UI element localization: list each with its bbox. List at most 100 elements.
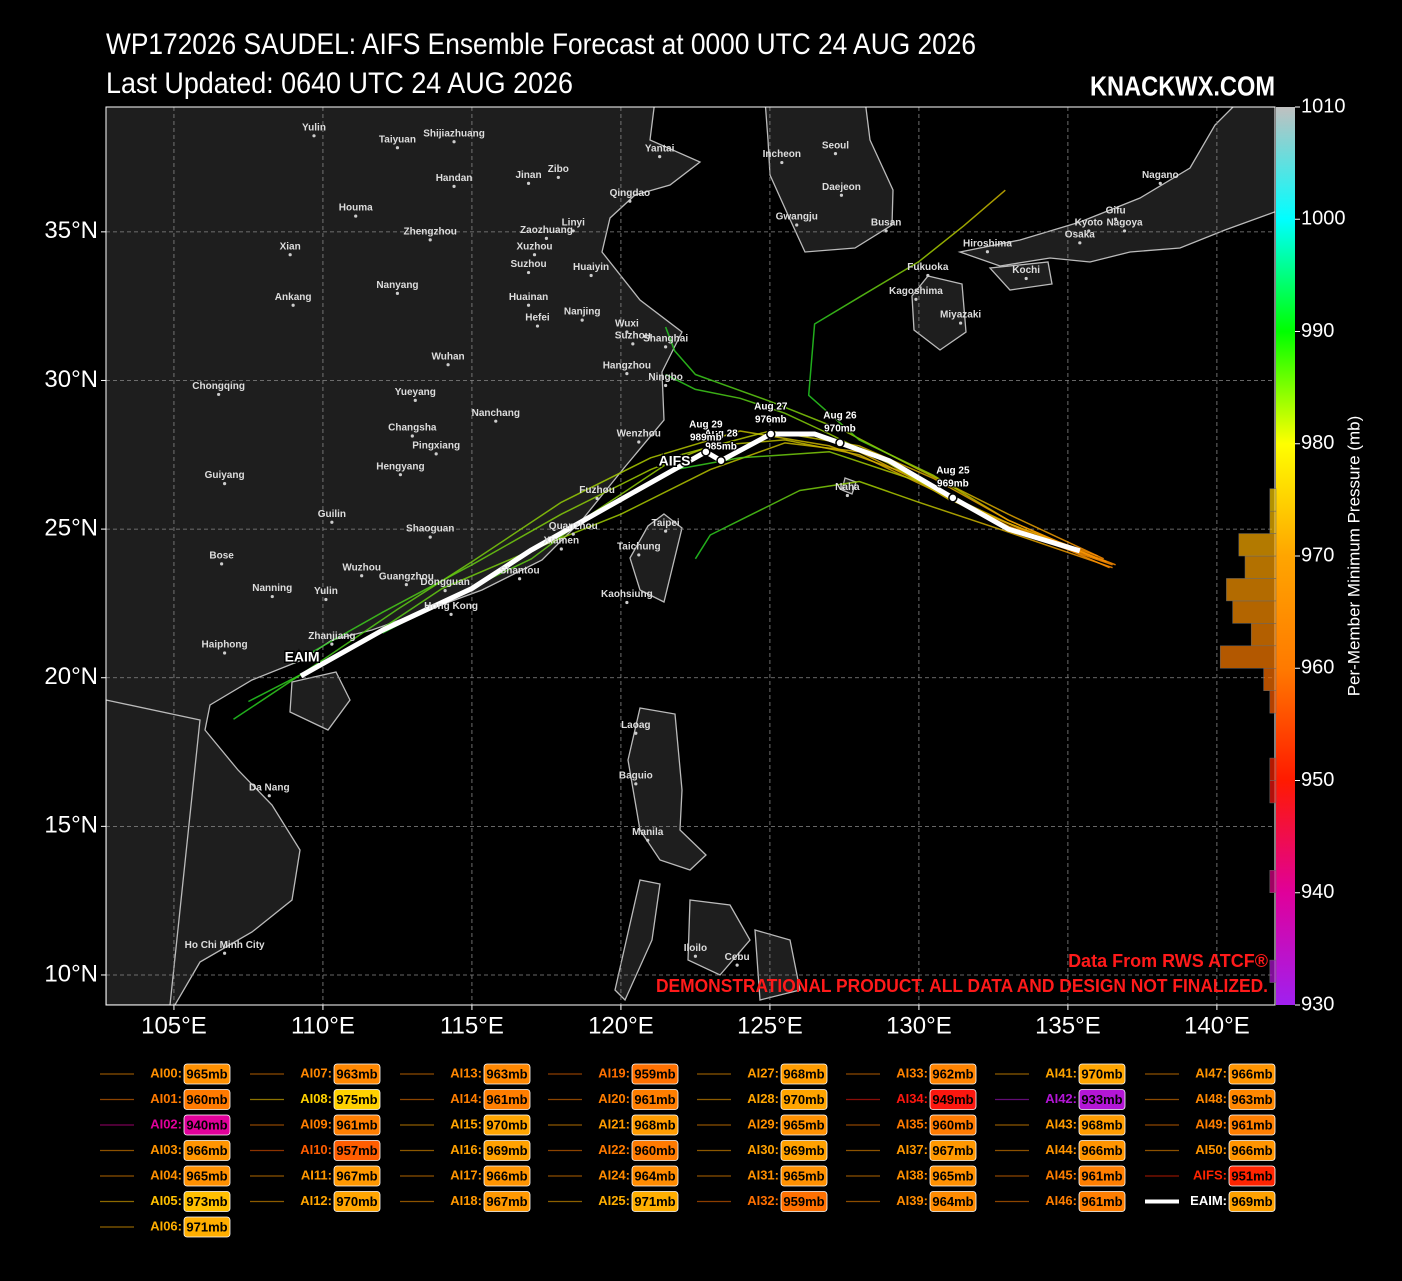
- city-dot: [595, 496, 599, 501]
- legend-name: AI03:: [150, 1142, 182, 1157]
- city-label: Guiyang: [205, 470, 245, 481]
- city-dot: [494, 419, 498, 423]
- city-label: Incheon: [763, 149, 801, 160]
- city-dot: [220, 562, 224, 566]
- city-dot: [1122, 229, 1127, 233]
- legend-value: 959mb: [783, 1194, 824, 1209]
- track-label: AIFS: [659, 452, 691, 468]
- city-label: Ningbo: [648, 372, 682, 383]
- city-label: Handan: [436, 173, 473, 184]
- city-dot: [884, 229, 888, 233]
- city-label: Changsha: [388, 423, 437, 434]
- title: WP172026 SAUDEL: AIFS Ensemble Forecast …: [106, 28, 976, 61]
- city-label: Taiyuan: [379, 134, 416, 145]
- city-label: Guilin: [318, 509, 346, 520]
- city-label: Yueyang: [395, 387, 436, 398]
- legend-value: 963mb: [336, 1066, 377, 1081]
- visayas: [614, 879, 801, 1002]
- y-tick-label: 20°N: [44, 663, 98, 690]
- legend-value: 971mb: [634, 1194, 675, 1209]
- city-dot: [1078, 241, 1082, 245]
- city-dot: [267, 794, 271, 798]
- point-date: Aug 28: [704, 428, 738, 439]
- city-label: Dongguan: [420, 577, 469, 588]
- legend-value: 966mb: [1231, 1066, 1272, 1081]
- colorbar-tick-label: 980: [1301, 432, 1334, 454]
- legend-badge: [780, 1089, 828, 1110]
- legend-value: 957mb: [336, 1143, 377, 1158]
- city-label: Shantou: [500, 565, 540, 576]
- city-dot: [1158, 181, 1162, 185]
- legend-value: 965mb: [783, 1117, 824, 1132]
- legend-name: AI22:: [598, 1142, 630, 1157]
- legend-badge: [929, 1114, 977, 1136]
- city-dot: [926, 273, 930, 278]
- legend-name: AI13:: [450, 1065, 482, 1080]
- legend-value: 961mb: [1231, 1117, 1272, 1132]
- legend-value: 933mb: [1081, 1092, 1122, 1107]
- forecast-point: [835, 438, 845, 448]
- legend-value: 973mb: [186, 1194, 227, 1209]
- city-label: Wuxi: [615, 319, 639, 330]
- city-label: Bose: [209, 550, 234, 561]
- city-dot: [428, 535, 432, 539]
- legend-value: 963mb: [486, 1066, 527, 1081]
- track-label: EAIM: [285, 649, 320, 665]
- legend-badge: [483, 1191, 531, 1212]
- legend-name: AI04:: [150, 1167, 182, 1182]
- legend-name: AI28:: [747, 1091, 779, 1106]
- legend-name: AI32:: [747, 1193, 779, 1208]
- city-label: Huainan: [509, 292, 548, 303]
- legend-name: AI34:: [896, 1091, 928, 1106]
- forecast-point: [766, 429, 776, 439]
- city-label: Zhanjiang: [308, 631, 355, 642]
- city-dot: [839, 193, 844, 197]
- city-dot: [556, 175, 560, 180]
- city-label: Baguio: [619, 770, 653, 781]
- histogram-bar: [1219, 645, 1277, 669]
- city-label: Nanning: [252, 583, 292, 594]
- legend-badge: [631, 1089, 679, 1110]
- city-dot: [735, 963, 739, 967]
- legend-badge: [333, 1089, 381, 1110]
- city-label: Hong Kong: [424, 601, 478, 612]
- point-pressure: 985mb: [705, 441, 737, 452]
- city-label: Linyi: [562, 218, 586, 229]
- legend-name: AI05:: [150, 1193, 182, 1208]
- histogram-bar: [1232, 600, 1277, 624]
- city-label: Huaiyin: [573, 262, 609, 273]
- histogram-bar: [1263, 668, 1277, 691]
- legend-name: AI37:: [896, 1142, 928, 1157]
- legend-name: AI24:: [598, 1167, 630, 1182]
- city-label: Nanjing: [564, 307, 601, 318]
- city-label: Yulin: [302, 122, 326, 133]
- colorbar-tick-label: 950: [1301, 769, 1334, 791]
- city-label: Daejeon: [822, 182, 861, 193]
- city-label: Miyazaki: [940, 310, 981, 321]
- legend-name: AI49:: [1195, 1116, 1227, 1131]
- city-dot: [544, 236, 549, 240]
- x-tick-label: 120°E: [588, 1012, 654, 1039]
- city-dot: [780, 160, 784, 165]
- legend-name: AI50:: [1195, 1142, 1227, 1157]
- city-label: Xiamen: [544, 536, 580, 547]
- legend-name: AI35:: [896, 1116, 928, 1131]
- legend-badge: [1228, 1114, 1276, 1136]
- legend-name: AI18:: [450, 1193, 482, 1208]
- city-dot: [1113, 217, 1118, 221]
- legend: AI00: 965mb AI01: 960mb AI02: 940mb AI03: 966mb…: [100, 1063, 1276, 1238]
- city-dot: [288, 253, 292, 257]
- legend-name: AI17:: [450, 1167, 482, 1182]
- legend-name: AI33:: [896, 1065, 928, 1080]
- legend-badge: [483, 1165, 531, 1187]
- city-dot: [217, 392, 221, 397]
- colorbar-tick-label: 960: [1301, 657, 1334, 679]
- x-tick-label: 135°E: [1035, 1012, 1101, 1039]
- grid: [106, 107, 1275, 1005]
- legend-badge: [1078, 1191, 1126, 1212]
- legend-value: 971mb: [186, 1219, 227, 1234]
- city-dot: [658, 155, 662, 159]
- subtitle: Last Updated: 0640 UTC 24 AUG 2026: [106, 67, 573, 100]
